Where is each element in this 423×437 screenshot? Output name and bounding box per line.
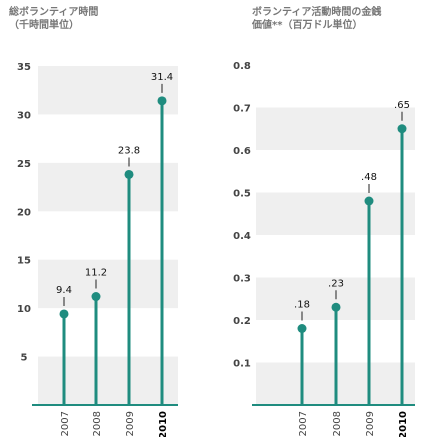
y-tick-label: 0.4 xyxy=(233,231,251,242)
y-tick-label: 30 xyxy=(17,110,31,121)
x-tick-label: 2007 xyxy=(298,411,309,436)
grid-band xyxy=(256,192,415,235)
data-point xyxy=(124,169,134,179)
chart-title: 総ボランティア時間 （千時間単位） xyxy=(9,6,98,32)
x-tick-label: 2010 xyxy=(158,411,169,437)
y-tick-label: 0.6 xyxy=(233,146,251,157)
chart-panel-hours: 総ボランティア時間 （千時間単位） 5 10 15 20 25 30 35 9.4 2007 11… xyxy=(0,0,210,437)
y-tick-label: 0.3 xyxy=(233,274,251,285)
y-tick-label: 15 xyxy=(17,256,31,267)
y-tick-label: 0.7 xyxy=(233,104,251,115)
data-label: 31.4 xyxy=(151,72,173,83)
y-tick-label: 35 xyxy=(17,62,31,73)
y-tick-label: 20 xyxy=(17,207,31,218)
chart-title-line2: （千時間単位） xyxy=(9,20,79,31)
y-tick-label: 10 xyxy=(17,304,31,315)
data-label: .18 xyxy=(294,300,310,311)
y-tick-label: 0.8 xyxy=(233,61,251,72)
data-point xyxy=(59,309,69,319)
data-label: 23.8 xyxy=(118,145,140,156)
grid-band xyxy=(256,107,415,150)
y-tick-label: 0.2 xyxy=(233,316,251,327)
data-point xyxy=(157,96,167,106)
x-tick-label: 2009 xyxy=(125,411,136,436)
grid-band xyxy=(38,259,178,309)
chart-title-line2: 価値**（百万ドル単位） xyxy=(252,20,363,31)
data-point xyxy=(397,124,407,134)
chart-title: ボランティア活動時間の金銭 価値**（百万ドル単位） xyxy=(252,6,381,32)
lollipop-chart-value: 0.1 0.2 0.3 0.4 0.5 0.6 0.7 0.8 .18 2007 .23 2008 .4… xyxy=(233,61,415,437)
x-tick-label: 2009 xyxy=(365,411,376,436)
data-label: .23 xyxy=(328,278,344,289)
x-tick-label: 2008 xyxy=(332,411,343,436)
data-point xyxy=(331,302,341,312)
data-point xyxy=(364,196,374,206)
chart-panel-value: ボランティア活動時間の金銭 価値**（百万ドル単位） 0.1 0.2 0.3 0.4 0… xyxy=(212,0,423,437)
chart-title-line1: ボランティア活動時間の金銭 xyxy=(252,7,382,18)
y-tick-label: 25 xyxy=(17,159,31,170)
grid-band xyxy=(38,162,178,212)
data-label: .65 xyxy=(394,100,410,111)
data-point xyxy=(91,292,101,302)
data-label: .48 xyxy=(361,172,377,183)
lollipop-chart-hours: 5 10 15 20 25 30 35 9.4 2007 11.2 2008 23.8 2009 31.4… xyxy=(17,62,178,437)
data-label: 9.4 xyxy=(56,285,72,296)
chart-title-line1: 総ボランティア時間 xyxy=(9,7,99,18)
x-tick-label: 2010 xyxy=(398,411,409,437)
data-point xyxy=(297,324,307,333)
y-tick-label: 0.5 xyxy=(233,189,251,200)
x-tick-label: 2007 xyxy=(60,411,71,436)
grid-band xyxy=(38,66,178,115)
grid-band xyxy=(38,356,178,405)
y-tick-label: 0.1 xyxy=(233,359,251,370)
y-tick-label: 5 xyxy=(21,353,28,364)
data-label: 11.2 xyxy=(85,268,107,279)
x-tick-label: 2008 xyxy=(92,411,103,436)
